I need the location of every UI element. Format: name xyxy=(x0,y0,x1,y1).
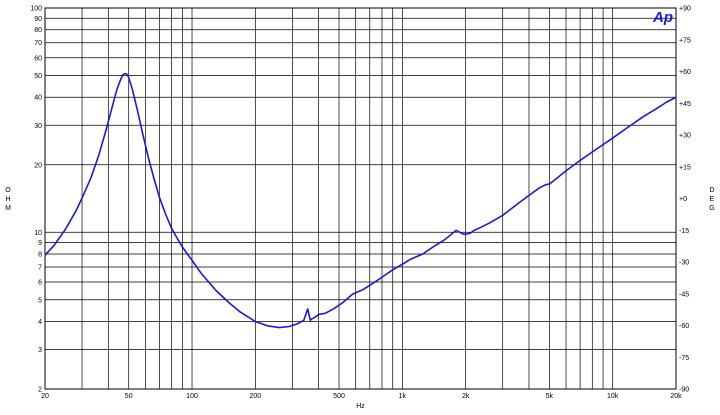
y2-tick-label: +30 xyxy=(679,133,691,140)
x-tick-label: 100 xyxy=(186,393,198,400)
y2-tick-label: +60 xyxy=(679,69,691,76)
y2-tick-label: +75 xyxy=(679,37,691,44)
x-axis-label: Hz xyxy=(356,403,365,410)
y-tick-label: 100 xyxy=(30,6,42,13)
y-tick-label: 9 xyxy=(38,240,42,247)
y-tick-label: 4 xyxy=(38,319,42,326)
axis-label-letter: H xyxy=(5,196,10,203)
x-tick-label: 20k xyxy=(670,393,682,400)
x-tick-label: 50 xyxy=(125,393,133,400)
y-tick-label: 10 xyxy=(34,230,42,237)
axis-label-letter: D xyxy=(709,187,714,194)
y-tick-label: 20 xyxy=(34,162,42,169)
y-tick-label: 90 xyxy=(34,16,42,23)
y-tick-labels: 2 3 4 5 6 7 8 9 10 20 30 40 50 60 70 80 90 100 xyxy=(30,6,42,394)
y2-tick-label: -90 xyxy=(679,387,689,394)
y-tick-label: 3 xyxy=(38,347,42,354)
y2-tick-label: -45 xyxy=(679,291,689,298)
grid-lines xyxy=(44,7,677,390)
x-tick-label: 500 xyxy=(333,393,345,400)
x-tick-label: 20 xyxy=(41,393,49,400)
x-tick-label: 5k xyxy=(546,393,554,400)
y2-tick-label: -60 xyxy=(679,323,689,330)
axis-label-letter: E xyxy=(710,196,715,203)
y2-tick-label: -15 xyxy=(679,228,689,235)
x-tick-label: 2k xyxy=(462,393,470,400)
y2-tick-label: +15 xyxy=(679,164,691,171)
plot-frame xyxy=(44,7,677,390)
y2-tick-label: +90 xyxy=(679,6,691,13)
y-tick-label: 6 xyxy=(38,280,42,287)
ap-logo: Ap xyxy=(652,9,673,26)
x-tick-label: 1k xyxy=(399,393,407,400)
axis-label-letter: M xyxy=(5,205,11,212)
y-tick-label: 50 xyxy=(34,73,42,80)
y2-tick-label: +0 xyxy=(679,196,687,203)
x-tick-labels: 20 50 100 200 500 1k 2k 5k 10k 20k xyxy=(41,393,682,400)
axis-label-letter: G xyxy=(709,205,714,212)
y-tick-label: 5 xyxy=(38,297,42,304)
y-tick-label: 8 xyxy=(38,251,42,258)
y2-tick-label: +45 xyxy=(679,101,691,108)
y-tick-label: 80 xyxy=(34,27,42,34)
y-tick-label: 7 xyxy=(38,264,42,271)
y-tick-label: 70 xyxy=(34,40,42,47)
y2-tick-labels: +90 +75 +60 +45 +30 +15 +0 -15 -30 -45 -60 -75 -90 xyxy=(679,6,691,394)
y-tick-label: 30 xyxy=(34,123,42,130)
y-tick-label: 2 xyxy=(38,387,42,394)
y2-tick-label: -75 xyxy=(679,355,689,362)
y2-tick-label: -30 xyxy=(679,260,689,267)
axis-label-letter: O xyxy=(5,187,11,194)
y-tick-label: 60 xyxy=(34,55,42,62)
y-tick-label: 40 xyxy=(34,95,42,102)
x-tick-label: 10k xyxy=(607,393,619,400)
impedance-series-line xyxy=(44,72,677,329)
x-tick-label: 200 xyxy=(249,393,261,400)
